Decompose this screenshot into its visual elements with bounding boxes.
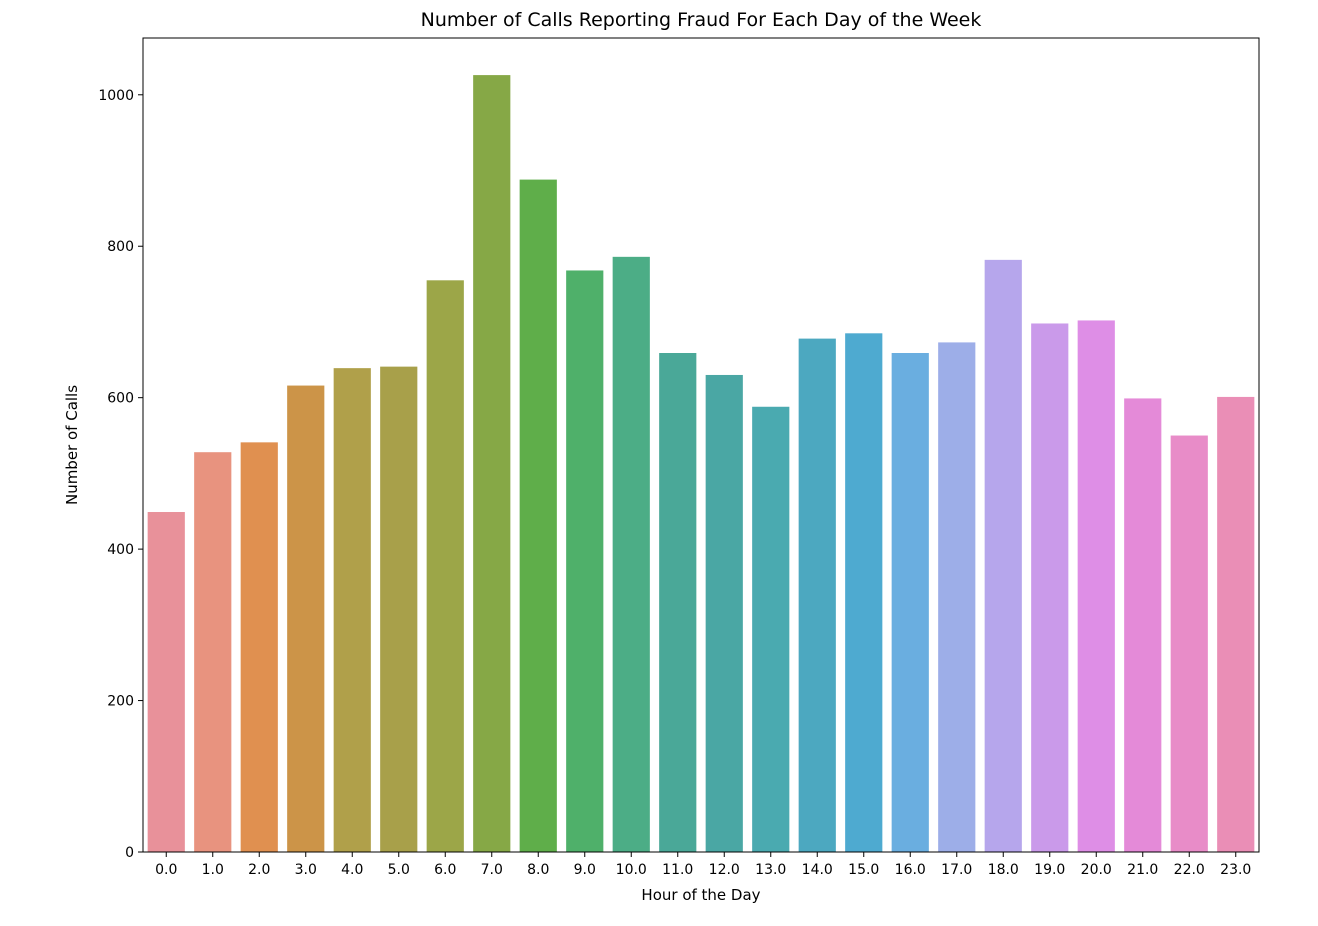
bar-13.0	[752, 406, 790, 852]
y-axis-ticks: 0 200 400 600 800 1000	[98, 88, 143, 861]
x-tick-label: 2.0	[248, 862, 270, 878]
bar-17.0	[938, 342, 976, 852]
bar-6.0	[426, 280, 464, 852]
y-tick-label: 1000	[98, 88, 134, 104]
bar-22.0	[1170, 435, 1208, 852]
x-tick-label: 19.0	[1034, 862, 1065, 878]
bars-group	[147, 75, 1255, 853]
y-tick-label: 800	[107, 239, 134, 255]
x-tick-label: 21.0	[1127, 862, 1158, 878]
x-tick-label: 5.0	[388, 862, 410, 878]
bar-0.0	[147, 512, 185, 852]
x-tick-label: 7.0	[481, 862, 503, 878]
x-axis-label: Hour of the Day	[641, 886, 760, 904]
bar-4.0	[333, 368, 371, 852]
x-tick-label: 3.0	[295, 862, 317, 878]
plot-frame	[142, 37, 1260, 853]
bar-1.0	[194, 452, 232, 852]
bar-16.0	[891, 352, 929, 852]
bar-10.0	[612, 256, 650, 852]
x-tick-label: 0.0	[155, 862, 177, 878]
bar-21.0	[1124, 398, 1162, 852]
x-tick-label: 20.0	[1081, 862, 1112, 878]
x-tick-label: 18.0	[988, 862, 1019, 878]
y-tick-label: 0	[125, 845, 134, 861]
chart-title: Number of Calls Reporting Fraud For Each…	[421, 9, 982, 31]
bar-15.0	[845, 333, 883, 852]
bar-2.0	[240, 442, 278, 852]
bar-14.0	[798, 338, 836, 853]
bar-3.0	[287, 385, 325, 852]
y-tick-label: 200	[107, 694, 134, 710]
bar-18.0	[984, 259, 1022, 853]
x-axis-ticks: 0.0 1.0 2.0 3.0 4.0 5.0 6.0 7.0 8.0 9.0 10.0 11.0 12…	[155, 852, 1251, 878]
x-tick-label: 16.0	[895, 862, 926, 878]
x-tick-label: 8.0	[527, 862, 549, 878]
bar-5.0	[380, 366, 418, 852]
bar-11.0	[659, 352, 697, 852]
x-tick-label: 11.0	[662, 862, 693, 878]
x-tick-label: 9.0	[574, 862, 596, 878]
bar-23.0	[1217, 396, 1255, 852]
bar-12.0	[705, 374, 743, 852]
bar-7.0	[473, 75, 511, 852]
x-tick-label: 22.0	[1174, 862, 1205, 878]
bar-8.0	[519, 179, 557, 852]
x-tick-label: 12.0	[709, 862, 740, 878]
bar-9.0	[566, 270, 604, 852]
y-tick-label: 400	[107, 542, 134, 558]
x-tick-label: 17.0	[941, 862, 972, 878]
x-tick-label: 23.0	[1220, 862, 1251, 878]
x-tick-label: 6.0	[434, 862, 456, 878]
bar-20.0	[1077, 320, 1115, 852]
x-tick-label: 4.0	[341, 862, 363, 878]
bar-19.0	[1031, 323, 1069, 852]
y-tick-label: 600	[107, 391, 134, 407]
y-axis-label: Number of Calls	[63, 385, 81, 505]
x-tick-label: 1.0	[202, 862, 224, 878]
x-tick-label: 15.0	[848, 862, 879, 878]
x-tick-label: 10.0	[616, 862, 647, 878]
x-tick-label: 14.0	[802, 862, 833, 878]
x-tick-label: 13.0	[755, 862, 786, 878]
